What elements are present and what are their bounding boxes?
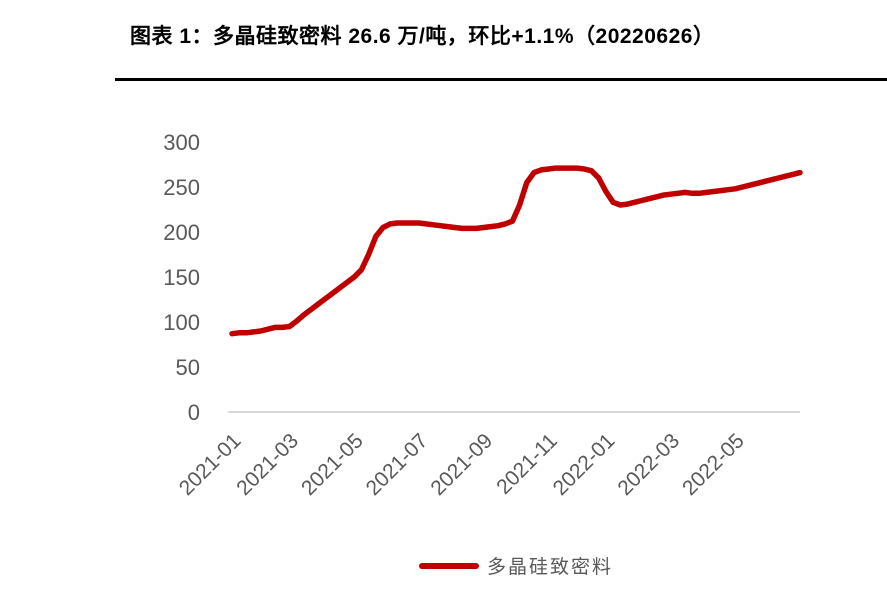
chart-legend: 多晶硅致密料 <box>232 552 800 579</box>
x-axis-tick-label: 2021-03 <box>232 429 303 500</box>
legend-series-label: 多晶硅致密料 <box>486 557 613 578</box>
y-axis-tick-label: 100 <box>163 310 200 335</box>
price-line-chart: 0501001502002503002021-012021-032021-052… <box>163 130 803 500</box>
y-axis-tick-label: 150 <box>163 265 200 290</box>
y-axis-tick-label: 50 <box>176 355 200 380</box>
price-line-series <box>229 165 803 337</box>
x-axis-tick-label: 2021-09 <box>426 429 497 500</box>
x-axis-tick-label: 2021-11 <box>492 429 562 499</box>
figure-title: 图表 1：多晶硅致密料 26.6 万/吨，环比+1.1%（20220626） <box>130 25 715 48</box>
x-axis-tick-label: 2021-05 <box>297 429 368 500</box>
y-axis-tick-label: 250 <box>163 175 200 200</box>
y-axis-tick-label: 200 <box>163 220 200 245</box>
legend-line-icon <box>418 562 479 569</box>
x-axis-tick-label: 2022-01 <box>549 429 620 500</box>
x-axis-tick-label: 2022-05 <box>678 429 749 500</box>
title-divider-rule <box>115 78 887 81</box>
x-axis-tick-label: 2021-01 <box>175 429 246 500</box>
x-axis-tick-label: 2021-07 <box>362 429 433 500</box>
y-axis-tick-label: 0 <box>188 400 200 425</box>
x-axis-tick-label: 2022-03 <box>613 429 684 500</box>
y-axis-tick-label: 300 <box>163 130 200 155</box>
